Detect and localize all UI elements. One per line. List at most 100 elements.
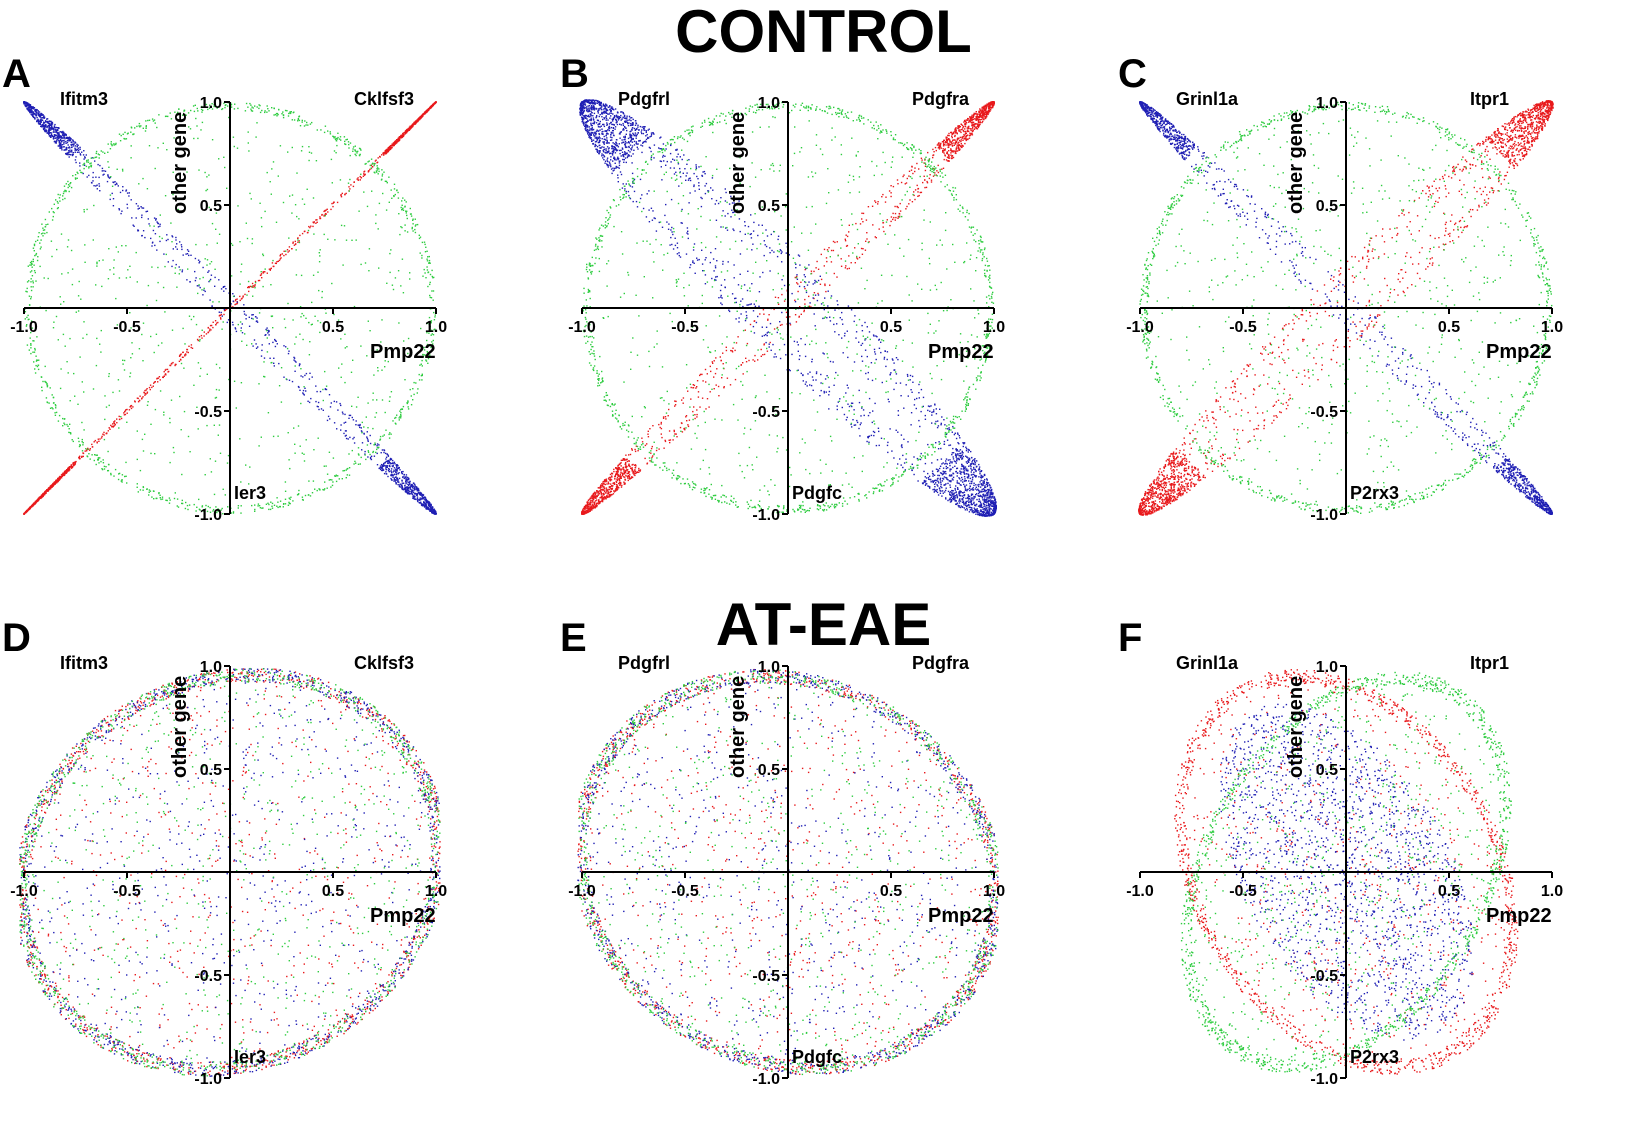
data-point — [203, 289, 205, 291]
data-point — [41, 386, 43, 388]
data-point — [355, 239, 357, 241]
data-point — [66, 141, 69, 144]
data-point — [326, 487, 328, 489]
data-point — [154, 122, 156, 124]
data-point — [386, 282, 388, 284]
data-point — [209, 280, 211, 282]
data-point — [61, 140, 63, 142]
data-point — [245, 102, 248, 105]
data-point — [286, 249, 289, 251]
data-point — [417, 388, 419, 390]
data-point — [388, 437, 391, 439]
data-point — [848, 255, 850, 257]
data-point — [288, 459, 290, 461]
data-point — [43, 493, 46, 495]
data-point — [597, 494, 599, 496]
data-point — [204, 171, 206, 174]
data-point — [107, 450, 109, 453]
data-point — [305, 317, 307, 319]
data-point — [50, 124, 52, 127]
data-point — [357, 447, 360, 449]
data-point — [123, 359, 126, 362]
data-point — [929, 174, 931, 176]
data-point — [294, 243, 297, 246]
data-point — [239, 241, 241, 243]
data-point — [392, 420, 394, 422]
data-point — [334, 475, 336, 477]
data-point — [86, 208, 88, 211]
data-point — [429, 506, 432, 509]
data-point — [618, 482, 620, 485]
data-point — [108, 248, 110, 250]
data-point — [208, 270, 210, 272]
data-point — [243, 304, 245, 306]
data-point — [212, 510, 214, 512]
data-point — [320, 129, 322, 131]
data-point — [27, 314, 29, 317]
data-point — [39, 115, 41, 118]
data-point — [108, 373, 110, 375]
data-point — [380, 341, 382, 343]
data-point — [251, 242, 253, 245]
data-point — [712, 362, 714, 364]
data-point — [429, 296, 431, 299]
data-point — [409, 480, 411, 483]
data-point — [385, 209, 388, 211]
data-point — [206, 510, 209, 513]
data-point — [387, 455, 390, 457]
data-point — [258, 445, 260, 447]
data-point — [118, 418, 121, 421]
data-point — [231, 244, 234, 246]
data-point — [398, 466, 400, 469]
data-point — [111, 426, 113, 428]
data-point — [322, 488, 324, 491]
data-point — [317, 401, 320, 404]
data-point — [151, 245, 153, 247]
data-point — [377, 173, 379, 175]
data-point — [323, 215, 325, 217]
data-point — [96, 184, 98, 186]
data-point — [414, 492, 416, 495]
data-point — [421, 115, 423, 117]
data-point — [48, 129, 51, 131]
data-point — [27, 104, 30, 107]
data-point — [208, 107, 211, 109]
data-point — [51, 407, 53, 409]
data-point — [239, 438, 241, 440]
data-point — [116, 324, 119, 326]
data-point — [148, 145, 151, 147]
data-point — [377, 367, 379, 369]
data-point — [343, 225, 346, 227]
data-point — [315, 400, 317, 403]
data-point — [157, 222, 159, 224]
data-point — [421, 503, 424, 505]
data-point — [369, 456, 372, 459]
data-point — [323, 233, 325, 236]
data-point — [376, 443, 379, 445]
data-point — [51, 124, 53, 126]
data-point — [176, 248, 178, 250]
data-point — [421, 374, 423, 377]
data-point — [220, 288, 223, 290]
data-point — [367, 439, 369, 441]
data-point — [74, 461, 76, 464]
data-point — [271, 315, 274, 317]
data-point — [290, 111, 292, 113]
data-point — [171, 363, 173, 365]
data-point — [63, 143, 65, 145]
data-point — [175, 363, 177, 366]
data-point — [109, 269, 111, 271]
data-point — [42, 229, 45, 231]
data-point — [32, 116, 35, 119]
data-point — [367, 320, 369, 322]
data-point — [103, 434, 105, 436]
data-point — [429, 273, 432, 276]
data-point — [161, 496, 164, 498]
data-point — [885, 196, 887, 198]
data-point — [402, 209, 405, 211]
data-point — [960, 146, 963, 149]
data-point — [59, 194, 61, 196]
data-point — [89, 449, 91, 451]
data-point — [398, 481, 400, 483]
data-point — [892, 218, 894, 221]
